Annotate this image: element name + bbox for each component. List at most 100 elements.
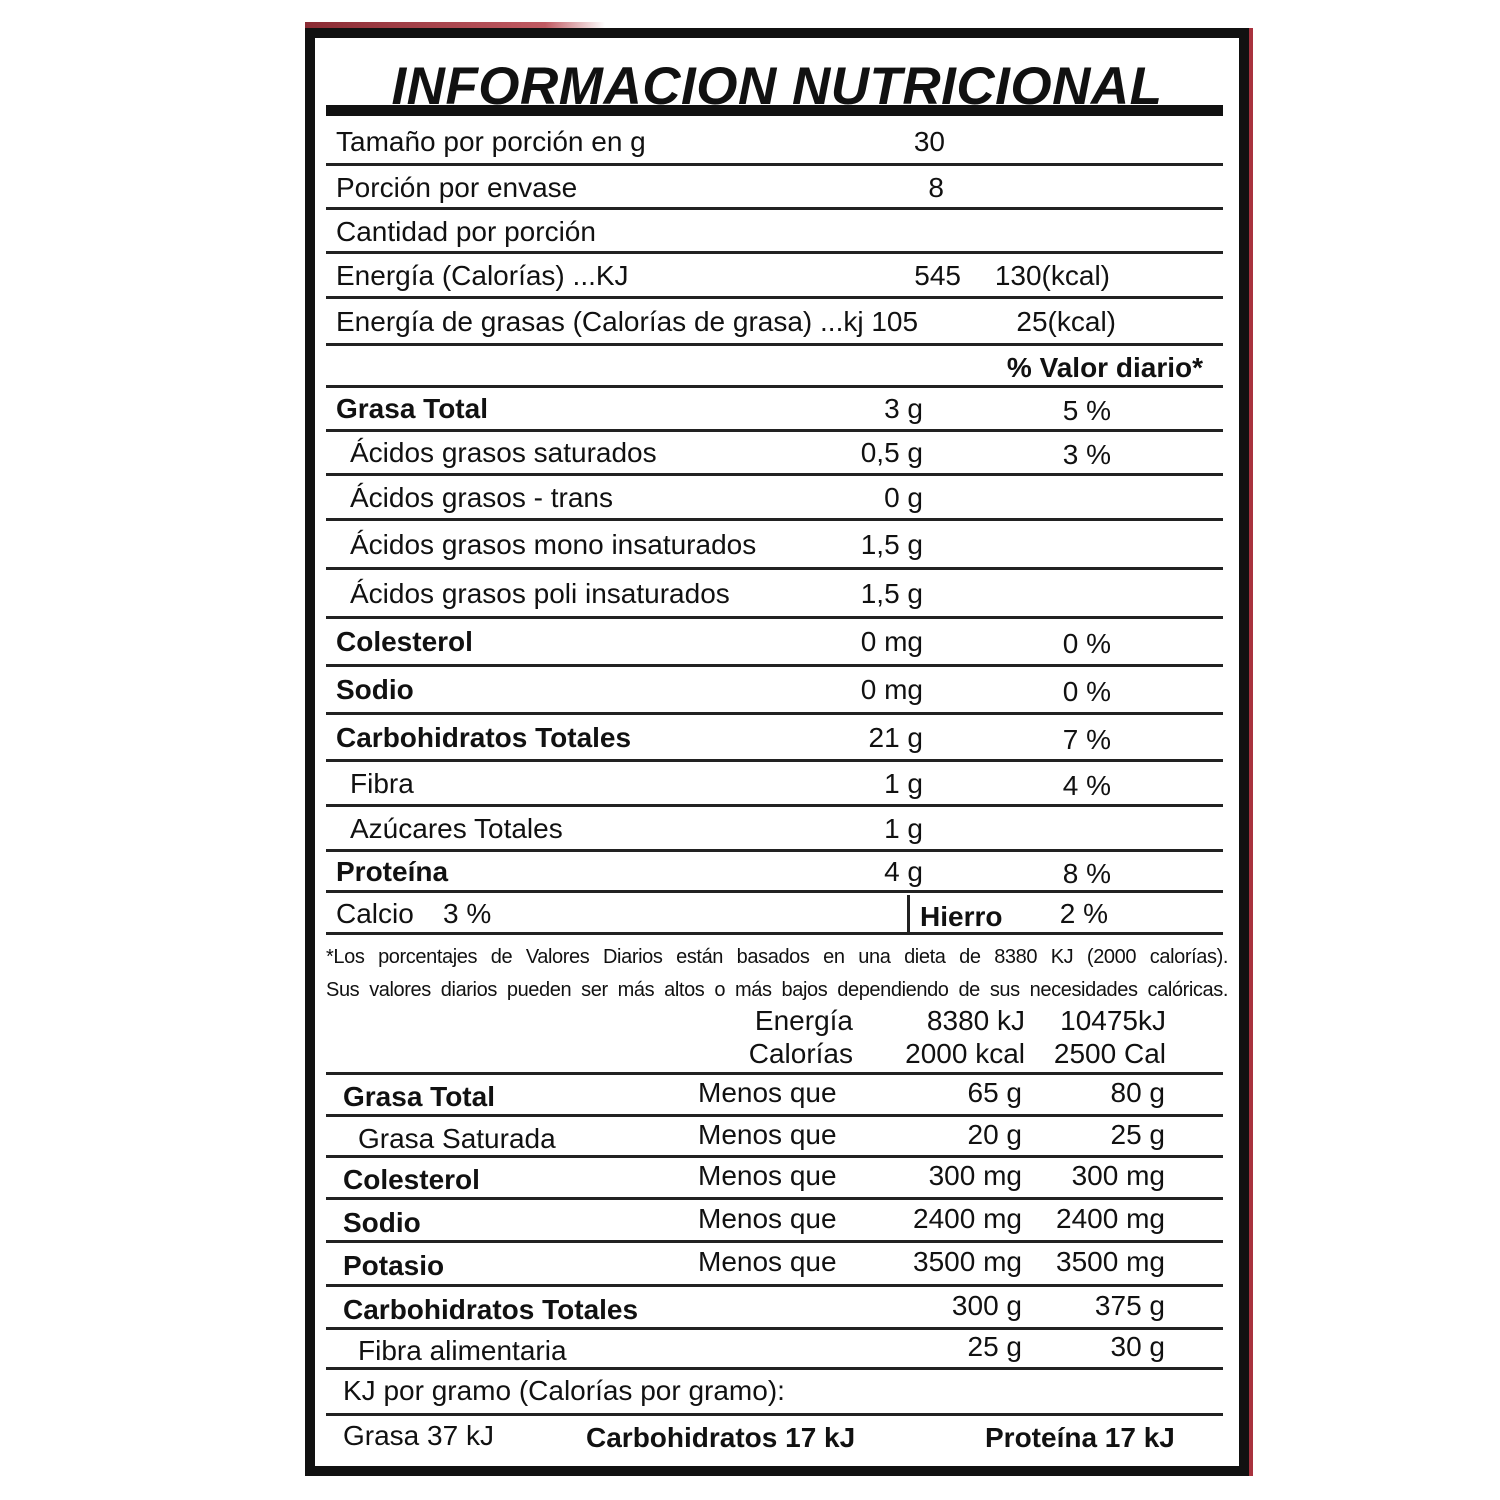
nutrient-amount: 4 g — [884, 855, 923, 887]
nutrient-amount: 3 g — [884, 393, 923, 424]
reference-row — [326, 1117, 1223, 1158]
reference-col2: 80 g — [1110, 1077, 1166, 1108]
reference-qualifier: Menos que — [698, 1160, 837, 1191]
reference-col2: 2400 mg — [1056, 1202, 1165, 1234]
serving-value: 8 — [928, 172, 944, 203]
per-gram-carbohidratos: Carbohidratos 17 kJ — [586, 1422, 856, 1453]
nutrient-row — [326, 667, 1223, 715]
reference-col2: 30 g — [1110, 1331, 1166, 1362]
reference-col1: 65 g — [967, 1077, 1023, 1108]
reference-qualifier: Menos que — [698, 1202, 837, 1234]
reference-label: Carbohidratos Totales — [343, 1293, 639, 1325]
dv-header-row — [326, 346, 1223, 388]
reference-col2: 3500 mg — [1056, 1246, 1165, 1277]
nutrient-label: Ácidos grasos saturados — [350, 437, 657, 468]
decorative-red-edge — [305, 22, 605, 28]
reference-header-label: Energía — [754, 1005, 853, 1036]
calcio-value: 3 % — [443, 898, 492, 929]
reference-col2: 375 g — [1094, 1289, 1165, 1321]
serving-value: 30 — [913, 126, 945, 157]
nutrient-row — [326, 521, 1223, 570]
per-gram-grasa: Grasa 37 kJ — [343, 1420, 494, 1451]
nutrient-amount: 0 mg — [860, 626, 923, 657]
nutrient-amount: 1,5 g — [860, 528, 923, 560]
serving-label: Cantidad por porción — [336, 216, 596, 247]
nutrient-row — [326, 807, 1223, 852]
reference-label: Colesterol — [343, 1164, 480, 1195]
reference-qualifier: Menos que — [698, 1118, 837, 1150]
reference-header-col1: 2000 kcal — [905, 1038, 1025, 1069]
reference-col1: 20 g — [967, 1118, 1023, 1150]
nutrient-label: Ácidos grasos - trans — [350, 481, 613, 513]
reference-header-col2: 2500 Cal — [1053, 1038, 1166, 1069]
hierro-value: 2 % — [1059, 898, 1108, 929]
reference-header-col2: 10475kJ — [1060, 1005, 1166, 1036]
per-gram-proteina: Proteína 17 kJ — [985, 1422, 1175, 1453]
calcio-label: Calcio — [336, 898, 414, 929]
nutrient-dv: 0 % — [1062, 628, 1111, 659]
reference-col1: 25 g — [967, 1331, 1023, 1362]
nutrient-dv: 5 % — [1062, 395, 1111, 426]
reference-col1: 2400 mg — [913, 1202, 1022, 1234]
nutrient-label: Carbohidratos Totales — [336, 721, 632, 753]
reference-row — [326, 1200, 1223, 1243]
serving-label: Porción por envase — [336, 172, 578, 203]
serving-row — [326, 116, 1223, 166]
nutrient-amount: 0 g — [884, 481, 923, 513]
nutrient-label: Sodio — [336, 674, 414, 705]
hierro-label: Hierro — [920, 901, 1003, 932]
minerals-row — [326, 893, 1223, 935]
reference-row — [326, 1287, 1223, 1330]
reference-col1: 300 g — [951, 1289, 1022, 1321]
nutrient-row — [326, 715, 1223, 762]
nutrient-row — [326, 852, 1223, 893]
serving-extra: 25(kcal) — [1016, 306, 1116, 337]
serving-row — [326, 210, 1223, 254]
nutrient-dv: 0 % — [1062, 676, 1111, 707]
serving-label: Energía (Calorías) ...KJ — [336, 260, 629, 291]
reference-col2: 300 mg — [1071, 1160, 1165, 1191]
reference-header-col1: 8380 kJ — [926, 1005, 1025, 1036]
nutrient-label: Grasa Total — [336, 393, 488, 424]
reference-label: Sodio — [343, 1206, 421, 1238]
footnote-line: Sus valores diarios pueden ser más altos… — [326, 979, 1228, 1001]
serving-row — [326, 254, 1223, 299]
reference-label: Grasa Saturada — [358, 1122, 556, 1154]
nutrient-label: Ácidos grasos mono insaturados — [350, 528, 757, 560]
nutrient-dv: 4 % — [1062, 769, 1111, 801]
dv-header: % Valor diario* — [1006, 352, 1203, 383]
per-gram-heading-row — [326, 1370, 1223, 1416]
nutrient-amount: 21 g — [868, 721, 924, 753]
reference-row — [326, 1330, 1223, 1370]
nutrient-amount: 1 g — [884, 767, 923, 799]
serving-extra: 130(kcal) — [994, 260, 1110, 291]
reference-header-label: Calorías — [748, 1038, 853, 1069]
reference-col1: 300 mg — [928, 1160, 1022, 1191]
minerals-divider — [907, 895, 910, 933]
nutrient-label: Fibra — [350, 767, 414, 799]
nutrient-row — [326, 476, 1223, 521]
nutrient-amount: 0 mg — [860, 674, 923, 705]
title-divider — [326, 105, 1223, 116]
reference-header-divider — [326, 1072, 1223, 1075]
serving-label: Energía de grasas (Calorías de grasa) ..… — [336, 306, 919, 337]
nutrient-row — [326, 619, 1223, 667]
serving-label: Tamaño por porción en g — [336, 126, 646, 157]
reference-label: Grasa Total — [343, 1081, 495, 1112]
nutrient-label: Azúcares Totales — [350, 812, 563, 844]
serving-row — [326, 299, 1223, 346]
nutrient-row — [326, 432, 1223, 476]
nutrient-label: Colesterol — [336, 626, 473, 657]
nutrition-facts-label: INFORMACION NUTRICIONAL Tamaño por porci… — [305, 28, 1249, 1476]
reference-row — [326, 1158, 1223, 1200]
nutrient-row — [326, 762, 1223, 807]
reference-row — [326, 1243, 1223, 1287]
nutrient-row — [326, 570, 1223, 619]
reference-qualifier: Menos que — [698, 1246, 837, 1277]
reference-row — [326, 1075, 1223, 1117]
nutrient-dv: 3 % — [1062, 439, 1111, 470]
nutrient-row — [326, 388, 1223, 432]
nutrient-amount: 0,5 g — [860, 437, 923, 468]
nutrient-label: Proteína — [336, 855, 449, 887]
footnote-line: *Los porcentajes de Valores Diarios está… — [326, 946, 1228, 968]
